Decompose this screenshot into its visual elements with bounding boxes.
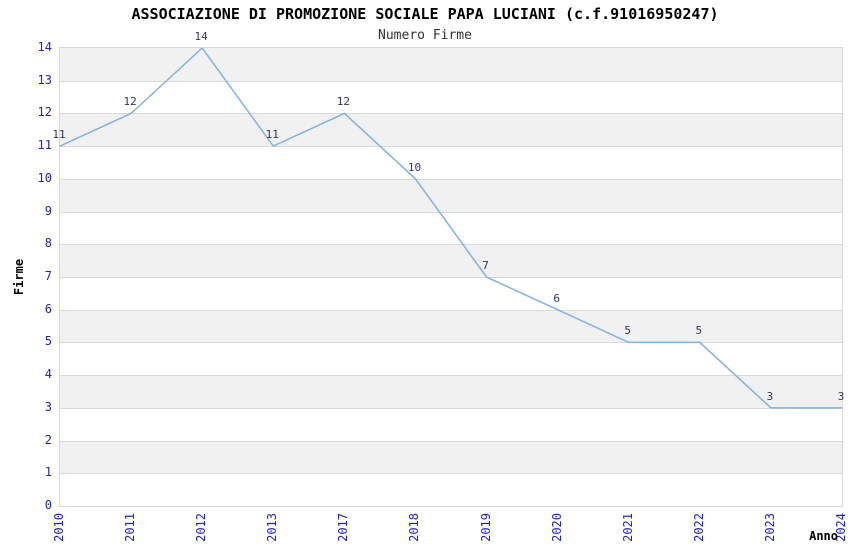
x-tick-label: 2023	[762, 513, 777, 542]
y-tick-label: 2	[44, 432, 52, 447]
gridline	[60, 244, 842, 245]
gridline	[60, 342, 842, 343]
y-tick-label: 5	[44, 334, 52, 349]
grid-band	[60, 375, 842, 408]
gridline	[60, 113, 842, 114]
x-tick-label: 2021	[620, 513, 635, 542]
grid-band	[60, 440, 842, 474]
grid-band	[60, 146, 842, 179]
x-tick-label: 2017	[336, 513, 351, 542]
y-tick-label: 13	[37, 72, 52, 87]
gridline	[60, 441, 842, 442]
grid-band	[60, 407, 842, 441]
y-tick-label: 7	[44, 269, 52, 283]
y-tick-label: 14	[37, 40, 52, 54]
x-tick-label: 2018	[407, 513, 422, 542]
gridline	[60, 310, 842, 311]
data-label: 10	[407, 160, 422, 174]
x-tick-label: 2010	[52, 513, 66, 542]
y-tick-label: 4	[44, 367, 52, 382]
x-tick-label: 2013	[265, 513, 280, 542]
data-label: 5	[624, 324, 632, 338]
series-polyline	[60, 48, 842, 409]
x-tick-label: 2011	[123, 513, 138, 542]
gridline	[60, 146, 842, 147]
data-label: 3	[837, 389, 845, 403]
data-label: 6	[553, 291, 560, 305]
gridline	[60, 179, 842, 180]
y-tick-label: 1	[44, 465, 52, 480]
data-label: 11	[265, 128, 279, 142]
x-tick-label: 2022	[691, 513, 706, 542]
plot-area	[59, 47, 843, 507]
chart-title: ASSOCIAZIONE DI PROMOZIONE SOCIALE PAPA …	[131, 5, 719, 23]
data-label: 12	[336, 95, 350, 109]
y-tick-label: 3	[44, 399, 52, 414]
data-label: 7	[482, 259, 489, 272]
gridline	[60, 408, 842, 409]
x-axis-title: Anno	[809, 529, 838, 543]
gridline	[60, 277, 842, 278]
grid-band	[60, 178, 842, 212]
grid-band	[60, 277, 842, 310]
data-label: 5	[695, 324, 703, 338]
y-tick-label: 11	[37, 138, 52, 153]
y-tick-label: 6	[44, 301, 52, 316]
data-label: 14	[194, 30, 208, 43]
data-label: 11	[52, 128, 66, 142]
grid-band	[60, 48, 842, 81]
gridline	[60, 212, 842, 213]
y-axis-title: Firme	[12, 258, 26, 296]
data-label: 12	[123, 95, 137, 109]
y-tick-label: 10	[37, 170, 52, 185]
data-label: 3	[766, 389, 774, 403]
y-tick-label: 9	[44, 203, 52, 218]
gridline	[60, 81, 842, 82]
grid-band	[60, 309, 842, 343]
y-tick-label: 0	[44, 498, 52, 512]
y-tick-label: 12	[37, 105, 52, 120]
chart-subtitle: Numero Firme	[378, 28, 472, 43]
y-tick-label: 8	[44, 236, 52, 251]
grid-band	[60, 244, 842, 277]
grid-band	[60, 80, 842, 114]
line-series	[60, 48, 842, 409]
x-tick-label: 2019	[478, 513, 493, 542]
grid-band	[60, 342, 842, 376]
gridline	[60, 473, 842, 474]
gridline	[60, 375, 842, 376]
grid-band	[60, 113, 842, 147]
x-tick-label: 2020	[549, 513, 564, 542]
x-tick-label: 2012	[194, 513, 209, 542]
grid-band	[60, 473, 842, 506]
